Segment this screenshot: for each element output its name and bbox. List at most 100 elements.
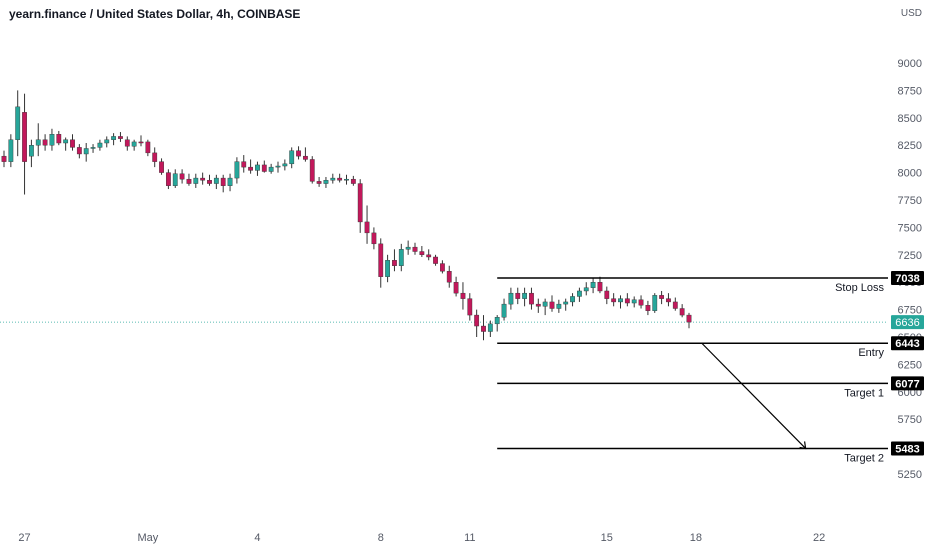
candle-body	[344, 178, 349, 181]
candle-body	[118, 136, 123, 139]
price-label-value: 5483	[895, 443, 919, 455]
y-tick-label: 6750	[898, 305, 922, 317]
chart-title: yearn.finance / United States Dollar, 4h…	[9, 7, 301, 21]
price-label-box	[891, 336, 924, 351]
y-tick-label: 5250	[898, 469, 922, 481]
candle-body	[624, 298, 630, 304]
candle-body	[159, 161, 164, 173]
candle-body	[241, 161, 247, 168]
y-tick-label: 8750	[898, 85, 922, 97]
candle-body	[583, 287, 589, 292]
candle-body	[289, 150, 295, 165]
candle-body	[357, 183, 363, 223]
candle-body	[56, 134, 62, 144]
candle-body	[35, 139, 41, 146]
candle-body	[378, 243, 384, 277]
candle-body	[179, 173, 185, 180]
candle-body	[563, 301, 569, 305]
candle-body	[152, 152, 158, 162]
candle-body	[570, 296, 575, 303]
y-tick-label: 8500	[898, 113, 922, 125]
y-tick-label: 7500	[898, 222, 922, 234]
price-label-value: 7038	[895, 273, 919, 285]
candle-body	[268, 166, 274, 172]
candle-body	[42, 139, 48, 146]
level-label: Entry	[858, 347, 884, 359]
y-tick-label: 7750	[898, 195, 922, 207]
x-tick-label: 4	[254, 532, 260, 544]
candle-body	[426, 254, 432, 258]
candle-body	[686, 314, 692, 323]
candle-body	[255, 164, 260, 171]
candle-body	[63, 139, 69, 144]
candle-body	[385, 260, 390, 277]
price-label-box	[891, 271, 924, 286]
x-tick-label: 22	[813, 532, 825, 544]
candle-body	[474, 314, 480, 327]
candle-body	[460, 292, 466, 299]
candle-body	[261, 164, 267, 172]
candle-body	[111, 136, 117, 140]
candle-body	[494, 317, 500, 325]
candle-body	[535, 303, 541, 307]
candle-body	[145, 141, 151, 154]
candle-body	[405, 246, 411, 250]
candle-body	[652, 295, 658, 311]
candle-body	[659, 295, 665, 299]
last-price-box	[891, 315, 924, 330]
x-tick-label: 11	[464, 532, 475, 544]
candle-body	[207, 180, 212, 184]
x-tick-label: 18	[690, 532, 702, 544]
candle-body	[501, 303, 507, 318]
candle-body	[22, 112, 27, 162]
candle-body	[487, 323, 493, 332]
candle-body	[29, 144, 34, 157]
candle-body	[15, 106, 21, 140]
candle-body	[529, 292, 534, 305]
price-label-box	[891, 441, 924, 456]
candle-body	[186, 178, 192, 184]
candle-body	[515, 292, 521, 299]
candle-body	[330, 177, 336, 181]
x-tick-label: 8	[378, 532, 384, 544]
candle-body	[323, 180, 329, 184]
candle-body	[364, 221, 370, 234]
candle-body	[165, 172, 171, 186]
candle-body	[645, 305, 651, 311]
candle-body	[97, 142, 103, 148]
candle-body	[446, 271, 452, 283]
candle-body	[549, 301, 555, 309]
candle-body	[104, 139, 110, 144]
candle-body	[467, 298, 473, 316]
candle-body	[200, 177, 206, 181]
candle-body	[590, 282, 596, 288]
candle-body	[90, 147, 96, 149]
candle-body	[337, 177, 343, 181]
candle-body	[172, 173, 178, 186]
candle-body	[8, 139, 14, 162]
candle-body	[83, 148, 89, 155]
y-tick-label: 8000	[898, 168, 922, 180]
candle-body	[275, 165, 281, 168]
candle-body	[248, 166, 253, 171]
y-tick-label: 6250	[898, 359, 922, 371]
candle-body	[282, 163, 288, 167]
candle-body	[296, 150, 301, 157]
candle-body	[303, 155, 308, 160]
candle-body	[522, 292, 528, 299]
x-tick-label: 27	[18, 532, 30, 544]
candle-body	[631, 299, 637, 304]
candle-body	[611, 298, 617, 303]
price-label-box	[891, 376, 924, 391]
x-tick-label: May	[137, 532, 158, 544]
price-label-value: 6077	[895, 378, 919, 390]
candle-body	[316, 181, 322, 184]
candle-body	[227, 177, 233, 186]
currency-label: USD	[901, 8, 922, 19]
candle-body	[453, 282, 459, 294]
candle-body	[70, 139, 75, 148]
candle-body	[419, 251, 425, 255]
y-tick-label: 8250	[898, 140, 922, 152]
candle-body	[556, 303, 562, 309]
